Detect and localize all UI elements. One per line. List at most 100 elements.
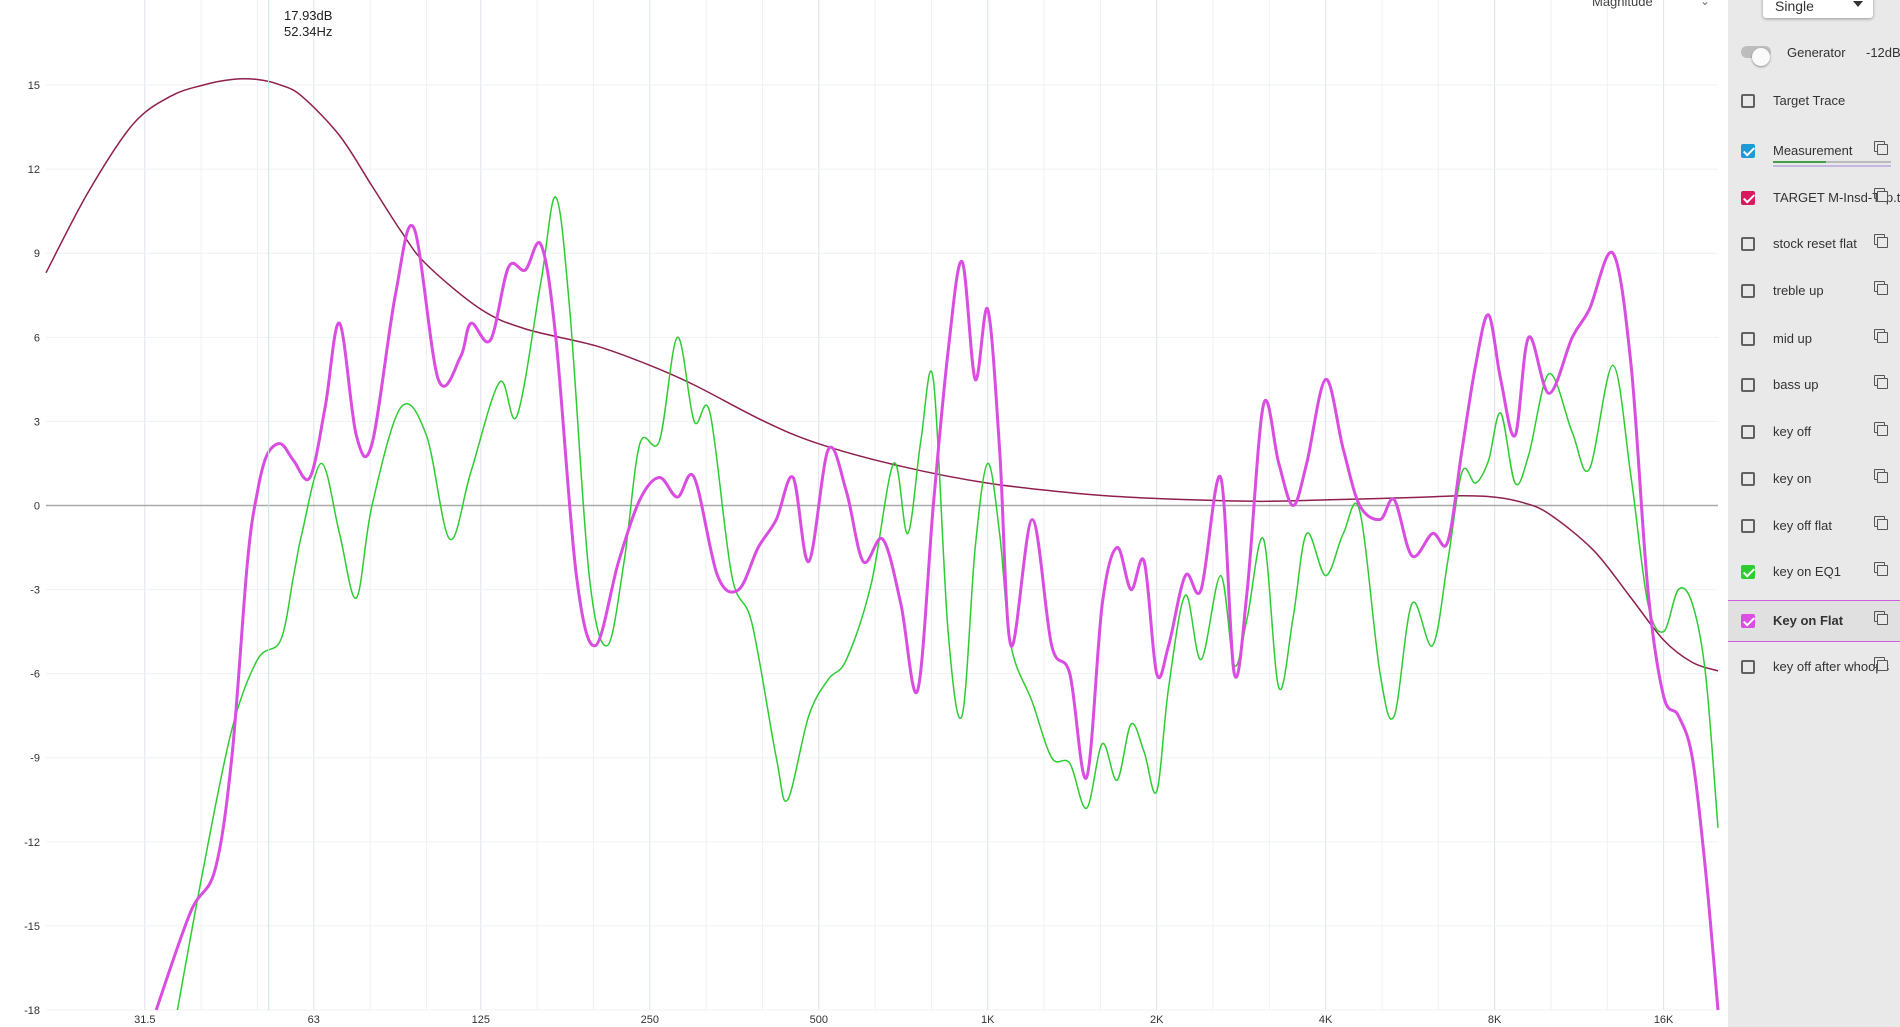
trace-checkbox[interactable] [1741, 519, 1755, 534]
trace-item-key-on[interactable]: key on [1728, 459, 1900, 499]
trace-item-key-on-flat[interactable]: Key on Flat [1728, 599, 1900, 642]
caret-down-icon [1853, 1, 1863, 7]
y-tick-label: -6 [30, 669, 40, 681]
y-tick-label: 9 [34, 248, 40, 260]
x-tick-label: 63 [308, 1014, 320, 1026]
copy-icon-front [1877, 191, 1888, 203]
trace-level-slider[interactable] [1773, 160, 1891, 167]
trace-item-bass-up[interactable]: bass up [1728, 365, 1900, 405]
trace-label: key off flat [1773, 518, 1833, 534]
view-mode-select[interactable]: Single [1763, 0, 1873, 18]
trace-item-treble-up[interactable]: treble up [1728, 271, 1900, 311]
trace-checkbox[interactable] [1741, 424, 1755, 439]
trace-label: mid up [1773, 330, 1813, 346]
generator-toggle[interactable] [1741, 46, 1771, 66]
copy-icon-front [1877, 377, 1888, 389]
chevron-down-icon[interactable]: ⌄ [1700, 0, 1711, 8]
copy-icon[interactable] [1874, 421, 1888, 436]
series-layer [45, 78, 1720, 1011]
trace-label: key on EQ1 [1773, 564, 1841, 580]
generator-level[interactable]: -12dB [1866, 45, 1900, 60]
trace-checkbox[interactable] [1741, 191, 1755, 206]
x-tick-label: 2K [1150, 1014, 1164, 1026]
copy-icon[interactable] [1874, 469, 1888, 484]
trace-item-key-off-flat[interactable]: key off flat [1728, 506, 1900, 546]
trace-label: Key on Flat [1773, 612, 1844, 628]
x-tick-label: 4K [1319, 1014, 1333, 1026]
trace-label: stock reset flat [1773, 236, 1857, 252]
cursor-hz: 52.34Hz [284, 24, 333, 39]
x-tick-label: 125 [472, 1014, 490, 1026]
trace-item-measurement[interactable]: Measurement [1728, 131, 1900, 171]
trace-item-key-on-eq1[interactable]: key on EQ1 [1728, 552, 1900, 592]
copy-icon[interactable] [1874, 328, 1888, 343]
frequency-response-plot[interactable]: 15 12 9 6 3 0 -3 -6 -9 -12 -15 -18 31.5 63 125 250 500 1… [0, 0, 1728, 1027]
copy-icon[interactable] [1874, 188, 1888, 203]
copy-icon[interactable] [1874, 234, 1888, 249]
trace-checkbox[interactable] [1741, 472, 1755, 487]
x-tick-label: 500 [810, 1014, 828, 1026]
trace-checkbox[interactable] [1741, 377, 1755, 392]
trace-item-stock-reset-flat[interactable]: stock reset flat [1728, 224, 1900, 264]
y-tick-label: 3 [34, 416, 40, 428]
cursor-readout: 17.93dB 52.34Hz [284, 8, 332, 40]
trace-label: Target Trace [1773, 93, 1846, 109]
trace-label: key off [1773, 423, 1812, 439]
x-tick-label: 16K [1654, 1014, 1674, 1026]
trace-item-target-m-insd-top-txt[interactable]: TARGET M-Insd-Top.txt [1728, 178, 1900, 218]
trace-item-key-off[interactable]: key off [1728, 412, 1900, 452]
y-tick-label: 15 [28, 80, 40, 92]
trace-checkbox[interactable] [1741, 565, 1755, 580]
copy-icon-front [1877, 143, 1888, 155]
trace-checkbox[interactable] [1741, 284, 1755, 299]
copy-icon[interactable] [1874, 374, 1888, 389]
copy-icon[interactable] [1874, 562, 1888, 577]
horizontal-grid [46, 84, 1718, 1011]
copy-icon-front [1877, 424, 1888, 436]
copy-icon-front [1877, 331, 1888, 343]
x-tick-label: 1K [981, 1014, 995, 1026]
copy-icon[interactable] [1874, 140, 1888, 155]
x-tick-label: 8K [1488, 1014, 1502, 1026]
copy-icon-front [1877, 659, 1888, 671]
y-tick-label: -9 [30, 753, 40, 765]
level-track-secondary [1773, 164, 1891, 167]
trace-checkbox[interactable] [1741, 237, 1755, 252]
x-axis-ticks: 31.5 63 125 250 500 1K 2K 4K 8K 16K [134, 1014, 1674, 1026]
traces-sidebar: Single Generator -12dB Target Trace Measu… [1728, 0, 1900, 1027]
trace-checkbox[interactable] [1741, 94, 1755, 109]
magnitude-label[interactable]: Magnitude [1592, 0, 1653, 9]
trace-item-key-off-after-whoops[interactable]: key off after whoops [1728, 647, 1900, 687]
copy-icon[interactable] [1874, 610, 1888, 625]
y-tick-label: 12 [28, 164, 40, 176]
copy-icon[interactable] [1874, 281, 1888, 296]
level-track [1773, 160, 1891, 163]
y-tick-label: -12 [24, 837, 40, 849]
series-line-key-on-flat [154, 224, 1720, 1011]
trace-item-target-trace[interactable]: Target Trace [1728, 81, 1900, 121]
cursor-db: 17.93dB [284, 8, 333, 23]
copy-icon[interactable] [1874, 656, 1888, 671]
trace-label: TARGET M-Insd-Top.txt [1773, 190, 1900, 206]
y-tick-label: -15 [24, 921, 40, 933]
toggle-knob [1752, 48, 1770, 66]
y-tick-label: 6 [34, 332, 40, 344]
y-tick-label: 0 [34, 500, 40, 512]
level-fill [1773, 160, 1827, 163]
copy-icon-front [1877, 284, 1888, 296]
trace-item-mid-up[interactable]: mid up [1728, 319, 1900, 359]
view-mode-value: Single [1775, 0, 1814, 14]
copy-icon-front [1877, 613, 1888, 625]
series-line-target-m-insd-top-txt [45, 78, 1719, 672]
trace-label: treble up [1773, 283, 1824, 299]
copy-icon-front [1877, 519, 1888, 531]
x-tick-label: 250 [641, 1014, 659, 1026]
trace-checkbox[interactable] [1741, 613, 1755, 628]
trace-checkbox[interactable] [1741, 143, 1755, 158]
trace-checkbox[interactable] [1741, 331, 1755, 346]
y-tick-label: -18 [24, 1005, 40, 1017]
copy-icon[interactable] [1874, 516, 1888, 531]
trace-checkbox[interactable] [1741, 659, 1755, 674]
generator-label: Generator [1787, 45, 1846, 60]
